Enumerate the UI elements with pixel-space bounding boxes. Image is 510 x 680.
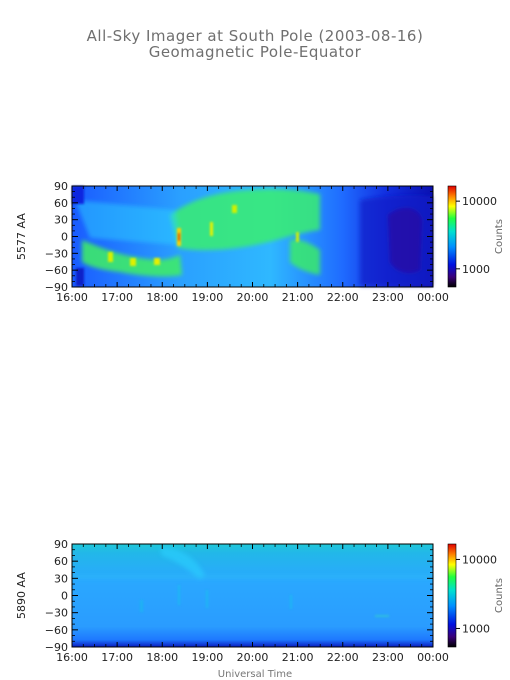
colorbar-label: Counts: [494, 219, 505, 254]
colorbar-5890: [447, 543, 457, 648]
y-tick-label: 60: [54, 555, 68, 568]
y-tick-label: 0: [61, 231, 68, 244]
y-tick-label: 0: [61, 590, 68, 603]
y-tick-label: 60: [54, 197, 68, 210]
y-axis-label: 5577 AA: [15, 213, 28, 260]
x-tick-label: 19:00: [192, 291, 224, 304]
y-tick-label: 30: [54, 214, 68, 227]
x-tick-label: 16:00: [56, 651, 88, 664]
y-tick-label: 90: [54, 538, 68, 551]
x-tick-label: 20:00: [237, 651, 269, 664]
x-tick-label: 00:00: [417, 291, 449, 304]
y-tick-label: 30: [54, 572, 68, 585]
chart-title: All-Sky Imager at South Pole (2003-08-16…: [86, 27, 424, 45]
y-tick-label: −30: [45, 607, 68, 620]
x-axis-label: Universal Time: [217, 669, 293, 680]
y-tick-label: −30: [45, 247, 68, 260]
x-tick-label: 22:00: [327, 291, 359, 304]
x-tick-label: 18:00: [146, 651, 178, 664]
x-tick-label: 20:00: [237, 291, 269, 304]
x-tick-label: 18:00: [146, 291, 178, 304]
x-tick-label: 00:00: [417, 651, 449, 664]
x-tick-label: 17:00: [101, 651, 133, 664]
y-tick-label: −60: [45, 624, 68, 637]
heatmap-5890: [72, 544, 433, 647]
y-tick-label: −60: [45, 264, 68, 277]
x-tick-label: 21:00: [282, 291, 314, 304]
y-axis-label: 5890 AA: [15, 572, 28, 619]
colorbar-tick-label: 10000: [462, 195, 497, 208]
x-tick-label: 21:00: [282, 651, 314, 664]
y-tick-label: −90: [45, 281, 68, 294]
x-tick-label: 23:00: [372, 291, 404, 304]
x-tick-label: 19:00: [192, 651, 224, 664]
y-tick-label: 90: [54, 180, 68, 193]
x-tick-label: 23:00: [372, 651, 404, 664]
x-tick-label: 17:00: [101, 291, 133, 304]
colorbar-tick-label: 10000: [462, 553, 497, 566]
chart-subtitle: Geomagnetic Pole-Equator: [148, 43, 362, 61]
x-tick-label: 22:00: [327, 651, 359, 664]
colorbar-5577: [447, 185, 457, 288]
y-tick-label: −90: [45, 641, 68, 654]
x-tick-label: 16:00: [56, 291, 88, 304]
colorbar-tick-label: 1000: [462, 622, 490, 635]
colorbar-tick-label: 1000: [462, 263, 490, 276]
heatmap-5577: [72, 186, 433, 287]
colorbar-label: Counts: [494, 578, 505, 613]
